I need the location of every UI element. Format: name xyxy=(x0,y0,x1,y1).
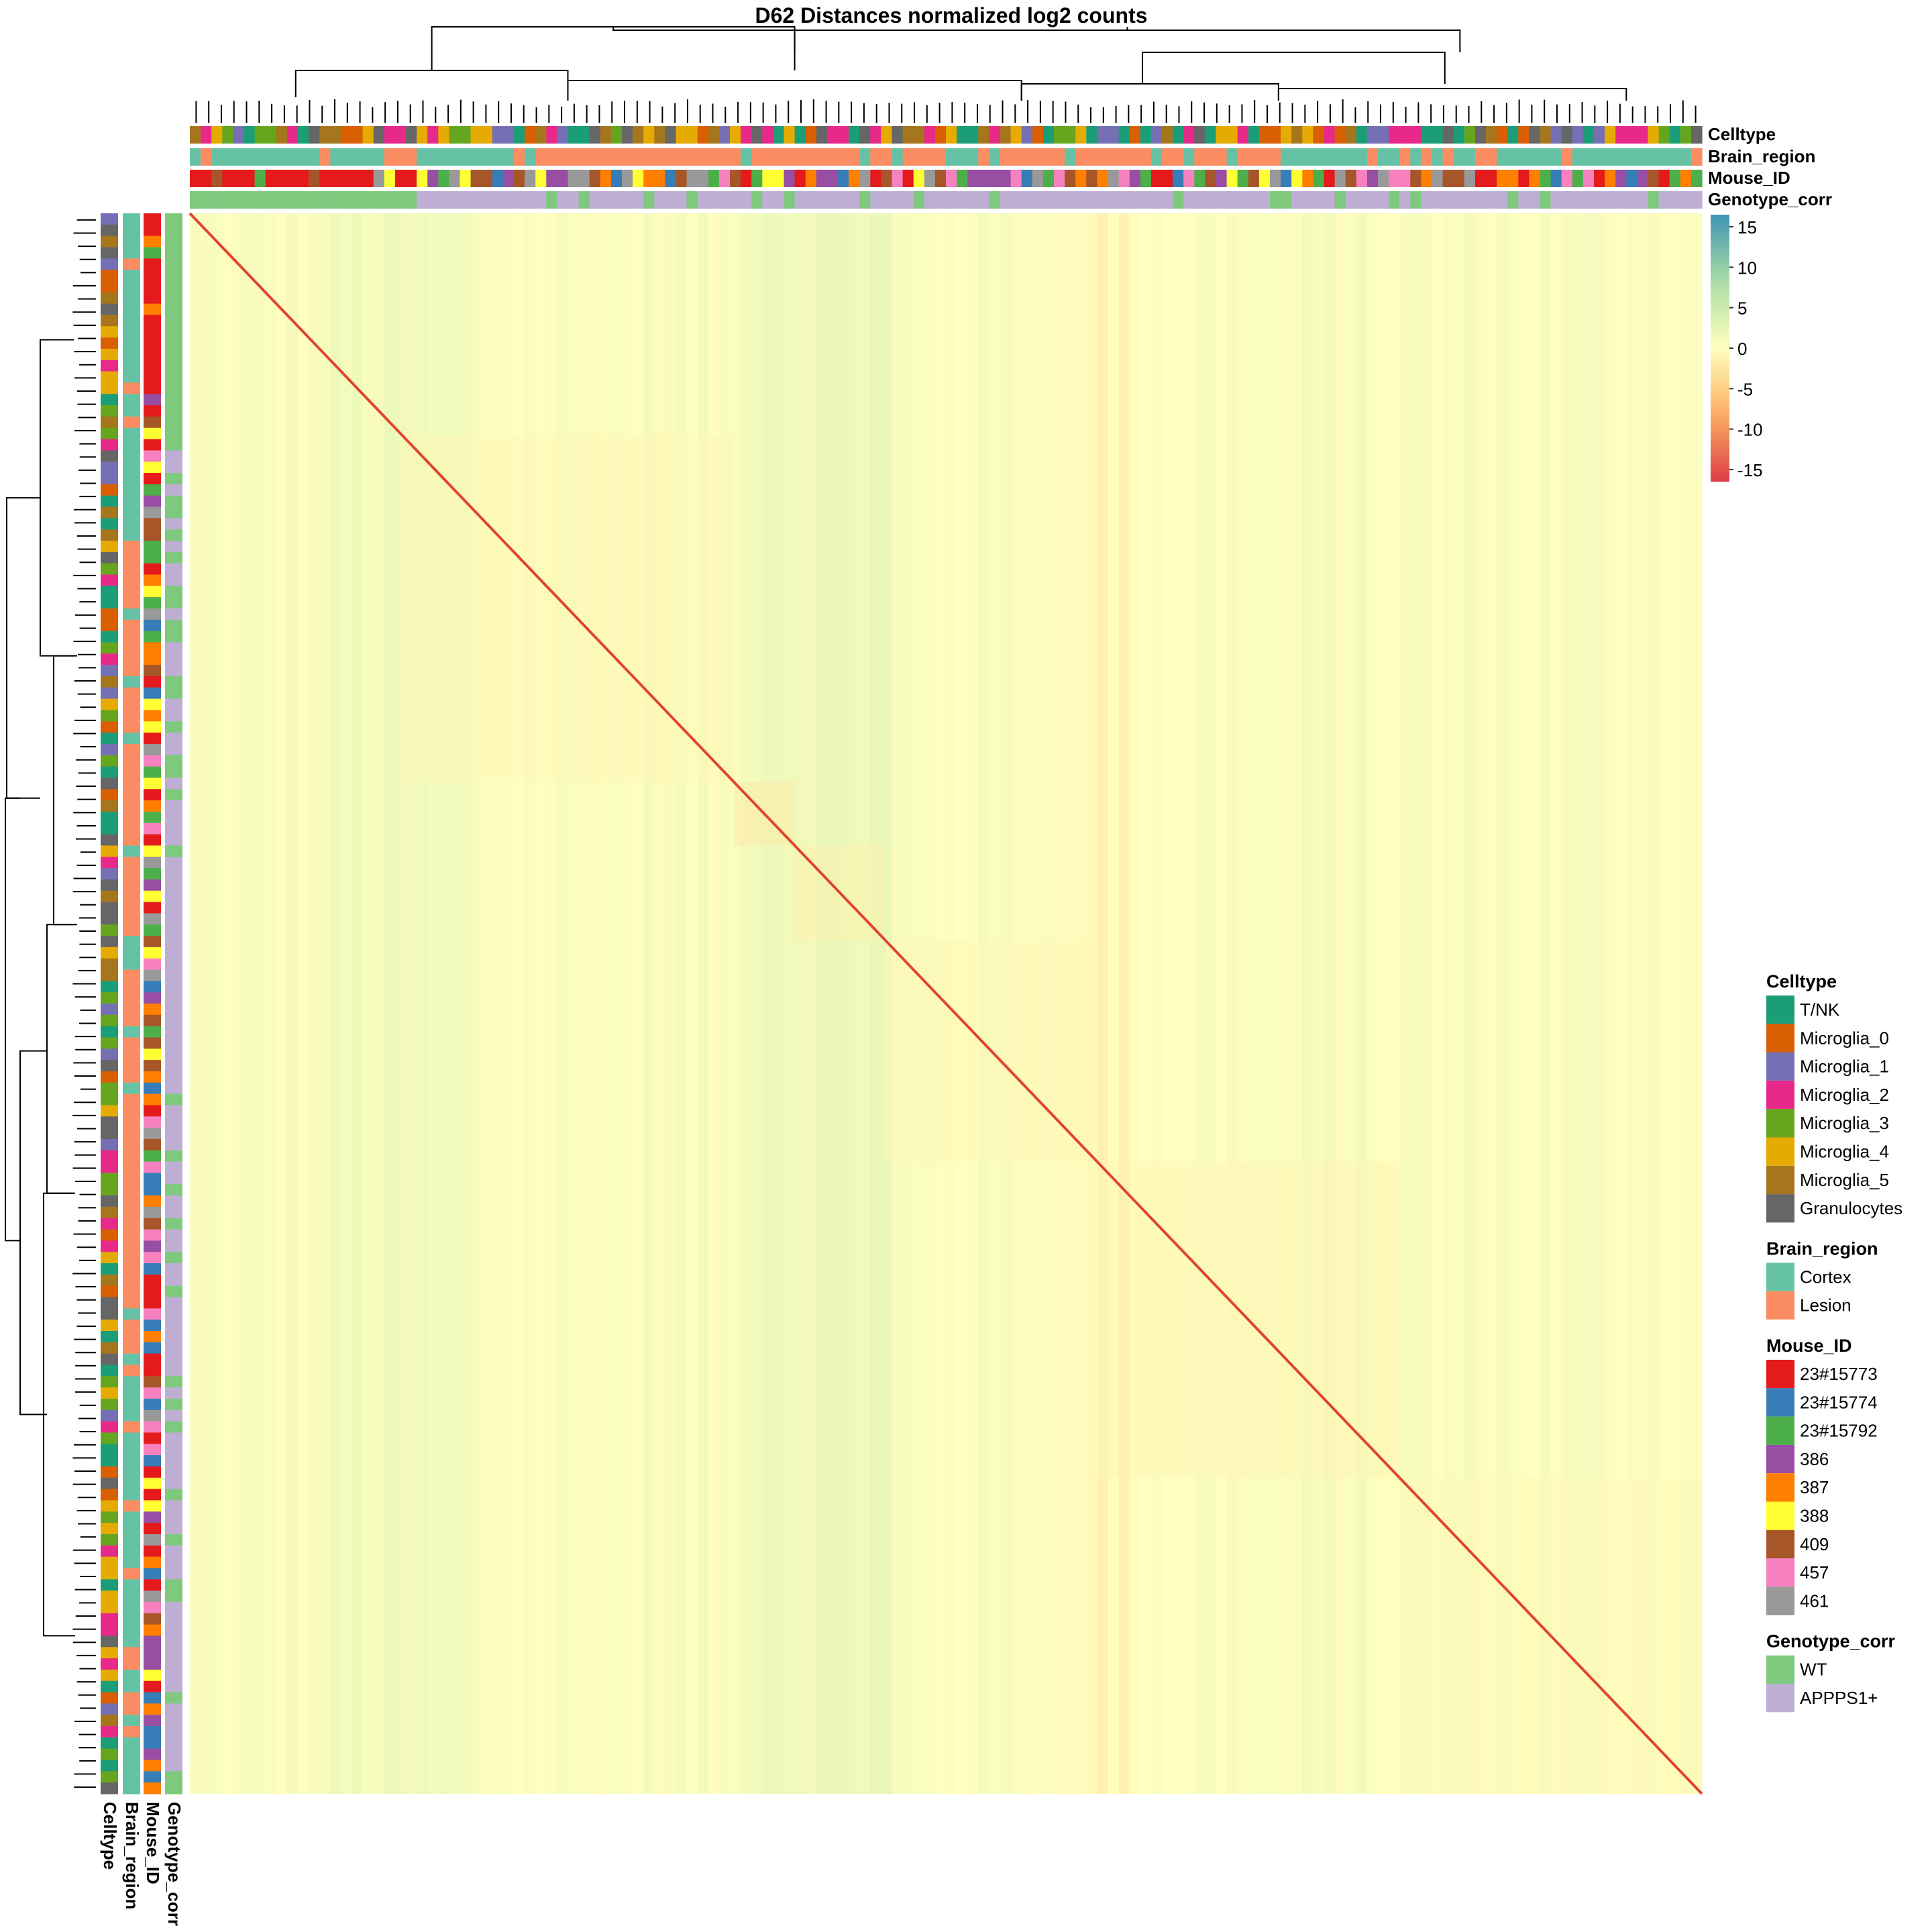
legend-entry-label: 23#15774 xyxy=(1800,1392,1878,1412)
legend-swatch xyxy=(1766,1080,1794,1110)
row-track-label: Celltype xyxy=(100,1802,120,1870)
legend-entry-label: 409 xyxy=(1800,1534,1829,1554)
legend-entry-label: Microglia_4 xyxy=(1800,1142,1889,1162)
legend-entry-label: Granulocytes xyxy=(1800,1198,1902,1218)
legend-swatch xyxy=(1766,1291,1794,1320)
dendrogram-branch xyxy=(1142,52,1446,84)
legend-entry-label: 386 xyxy=(1800,1449,1829,1469)
row-dendrogram xyxy=(5,219,96,1788)
row-track-genotype_corr xyxy=(165,213,182,1794)
column-track-label: Mouse_ID xyxy=(1708,168,1790,188)
row-annotation-tracks xyxy=(101,213,182,1794)
legend-entry-label: APPPS1+ xyxy=(1800,1688,1878,1708)
legend-title: Brain_region xyxy=(1766,1238,1878,1258)
column-track-label: Celltype xyxy=(1708,124,1776,144)
legend-swatch xyxy=(1766,996,1794,1024)
legend-swatch xyxy=(1766,1684,1794,1713)
legend-entry-label: Microglia_5 xyxy=(1800,1170,1889,1190)
legend-title: Celltype xyxy=(1766,971,1837,991)
legend-entry-label: Microglia_1 xyxy=(1800,1057,1889,1077)
colorbar-tick-label: 10 xyxy=(1737,258,1757,278)
row-track-celltype xyxy=(101,213,118,1794)
colorbar-tick-label: -15 xyxy=(1737,460,1763,480)
row-track-mouse_id xyxy=(144,213,161,1794)
legend-entry-label: 23#15792 xyxy=(1800,1421,1878,1441)
dendrogram-branch xyxy=(612,27,1128,31)
row-track-labels: Celltype Brain_region Mouse_ID Genotype_cor… xyxy=(100,1802,184,1926)
row-track-brain_region xyxy=(123,213,140,1794)
column-dendrogram xyxy=(195,26,1697,123)
legend-entry-label: Microglia_3 xyxy=(1800,1113,1889,1133)
legend-swatch xyxy=(1766,1194,1794,1223)
legend-swatch xyxy=(1766,1416,1794,1445)
legend-entry-label: Cortex xyxy=(1800,1267,1851,1287)
colorbar-tick-label: 0 xyxy=(1737,339,1747,359)
column-track-label: Brain_region xyxy=(1708,146,1815,166)
legend-entry-label: 457 xyxy=(1800,1562,1829,1582)
legend-swatch xyxy=(1766,1024,1794,1053)
legend-entry-label: WT xyxy=(1800,1660,1827,1680)
legend-entry-label: 23#15773 xyxy=(1800,1364,1878,1384)
legend-swatch xyxy=(1766,1052,1794,1081)
legend-swatch xyxy=(1766,1473,1794,1502)
chart-title: D62 Distances normalized log2 counts xyxy=(755,3,1147,28)
column-track-label: Genotype_corr xyxy=(1708,189,1832,209)
dendrogram-branch xyxy=(19,1050,47,1415)
column-track-celltype xyxy=(190,126,1703,144)
dendrogram-leaves xyxy=(72,219,96,1788)
legend-swatch xyxy=(1766,1558,1794,1587)
column-track-genotype_corr xyxy=(190,191,1703,209)
legend: Celltype T/NK Microglia_0 Microglia_1 Microg… xyxy=(1766,971,1902,1713)
legend-swatch xyxy=(1766,1388,1794,1417)
legend-swatch xyxy=(1766,1529,1794,1559)
legend-swatch xyxy=(1766,1360,1794,1389)
row-track-label: Genotype_corr xyxy=(164,1802,184,1926)
colorbar-gradient xyxy=(1711,215,1729,482)
legend-entry-label: 461 xyxy=(1800,1591,1829,1611)
legend-entry-label: 387 xyxy=(1800,1477,1829,1497)
heatmap-diagonal xyxy=(189,212,1703,1795)
row-track-label: Mouse_ID xyxy=(143,1802,163,1884)
column-annotation-tracks xyxy=(190,126,1703,209)
row-track-label: Brain_region xyxy=(122,1802,142,1909)
legend-entry-label: 388 xyxy=(1800,1506,1829,1526)
legend-swatch xyxy=(1766,1587,1794,1615)
legend-swatch xyxy=(1766,1501,1794,1530)
legend-title: Mouse_ID xyxy=(1766,1336,1852,1356)
legend-swatch xyxy=(1766,1137,1794,1166)
dendrogram-branch xyxy=(6,497,40,799)
colorbar-tick-label: -5 xyxy=(1737,379,1753,399)
colorbar-tick-label: 15 xyxy=(1737,217,1757,237)
dendrogram-branch xyxy=(1277,88,1627,101)
colorbar-tick-label: -10 xyxy=(1737,420,1763,440)
legend-entry-label: Microglia_0 xyxy=(1800,1028,1889,1048)
legend-title: Genotype_corr xyxy=(1766,1631,1896,1652)
dendrogram-branch xyxy=(5,797,20,1242)
legend-swatch xyxy=(1766,1165,1794,1195)
legend-entry-label: T/NK xyxy=(1800,1000,1840,1020)
column-track-mouse_id xyxy=(190,170,1703,187)
legend-swatch xyxy=(1766,1263,1794,1291)
legend-swatch xyxy=(1766,1444,1794,1474)
legend-entry-label: Microglia_2 xyxy=(1800,1085,1889,1105)
column-track-labels: CelltypeBrain_regionMouse_IDGenotype_cor… xyxy=(1708,124,1832,209)
column-track-brain_region xyxy=(190,148,1703,166)
legend-swatch xyxy=(1766,1655,1794,1684)
dendrogram-leaves xyxy=(195,99,1697,123)
colorbar: 15 10 5 0 -5 -10 -15 xyxy=(1711,215,1763,482)
legend-entry-label: Lesion xyxy=(1800,1295,1851,1316)
legend-swatch xyxy=(1766,1109,1794,1138)
colorbar-tick-label: 5 xyxy=(1737,299,1747,319)
